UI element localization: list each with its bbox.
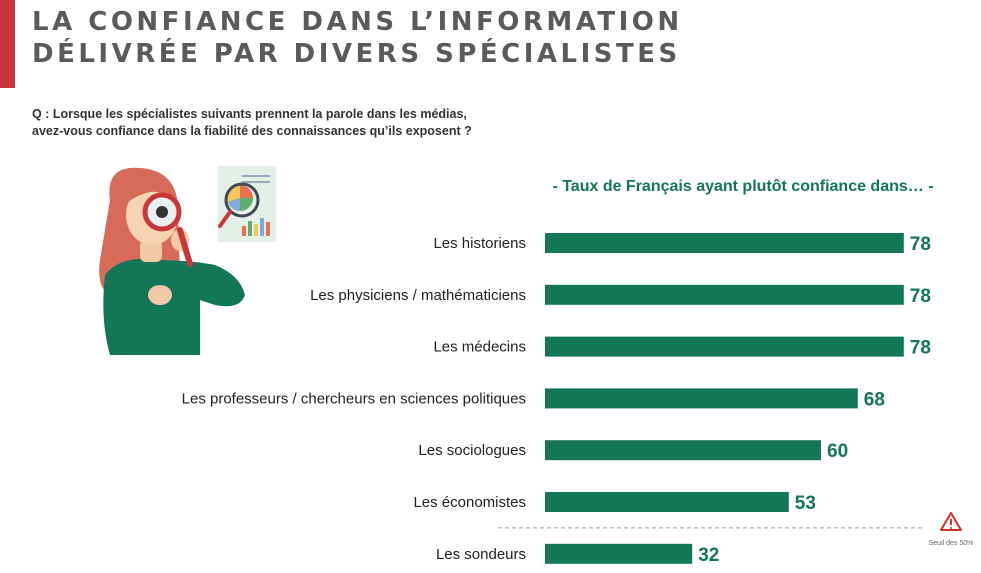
accent-bar [0,0,15,88]
survey-question: Q : Lorsque les spécialistes suivants pr… [32,106,472,140]
category-label: Les physiciens / mathématiciens [310,287,526,304]
category-label: Les médecins [433,339,526,356]
page-title: LA CONFIANCE DANS L’INFORMATION DÉLIVRÉE… [32,6,683,70]
value-label: 53 [795,493,816,514]
threshold-label: Seuil des 50% [929,540,974,547]
value-label: 68 [864,389,885,410]
category-label: Les sociologues [418,442,526,459]
category-label: Les historiens [433,235,526,252]
bar [545,440,821,461]
bar [545,543,693,564]
category-label: Les économistes [413,494,526,511]
value-label: 78 [910,234,931,255]
value-label: 78 [910,338,931,359]
value-label: 32 [698,545,719,566]
title-line-1: LA CONFIANCE DANS L’INFORMATION [32,7,683,37]
warning-exclamation-dot [950,527,952,529]
title-line-2: DÉLIVRÉE PAR DIVERS SPÉCIALISTES [32,39,681,69]
value-label: 60 [827,441,848,462]
bar [545,233,904,253]
question-line-2: avez-vous confiance dans la fiabilité de… [32,124,472,138]
woman-magnifier-illustration [99,167,245,355]
warning-triangle-icon [940,512,962,531]
category-label: Les professeurs / chercheurs en sciences… [182,390,526,407]
report-document-icon [218,166,276,242]
category-label: Les sondeurs [436,546,526,563]
question-line-1: Q : Lorsque les spécialistes suivants pr… [32,107,467,121]
bar [545,284,904,305]
bar [545,388,858,409]
bar [545,492,789,512]
chart-subtitle: - Taux de Français ayant plutôt confianc… [552,178,934,195]
value-label: 78 [910,286,931,307]
bar [545,336,904,357]
